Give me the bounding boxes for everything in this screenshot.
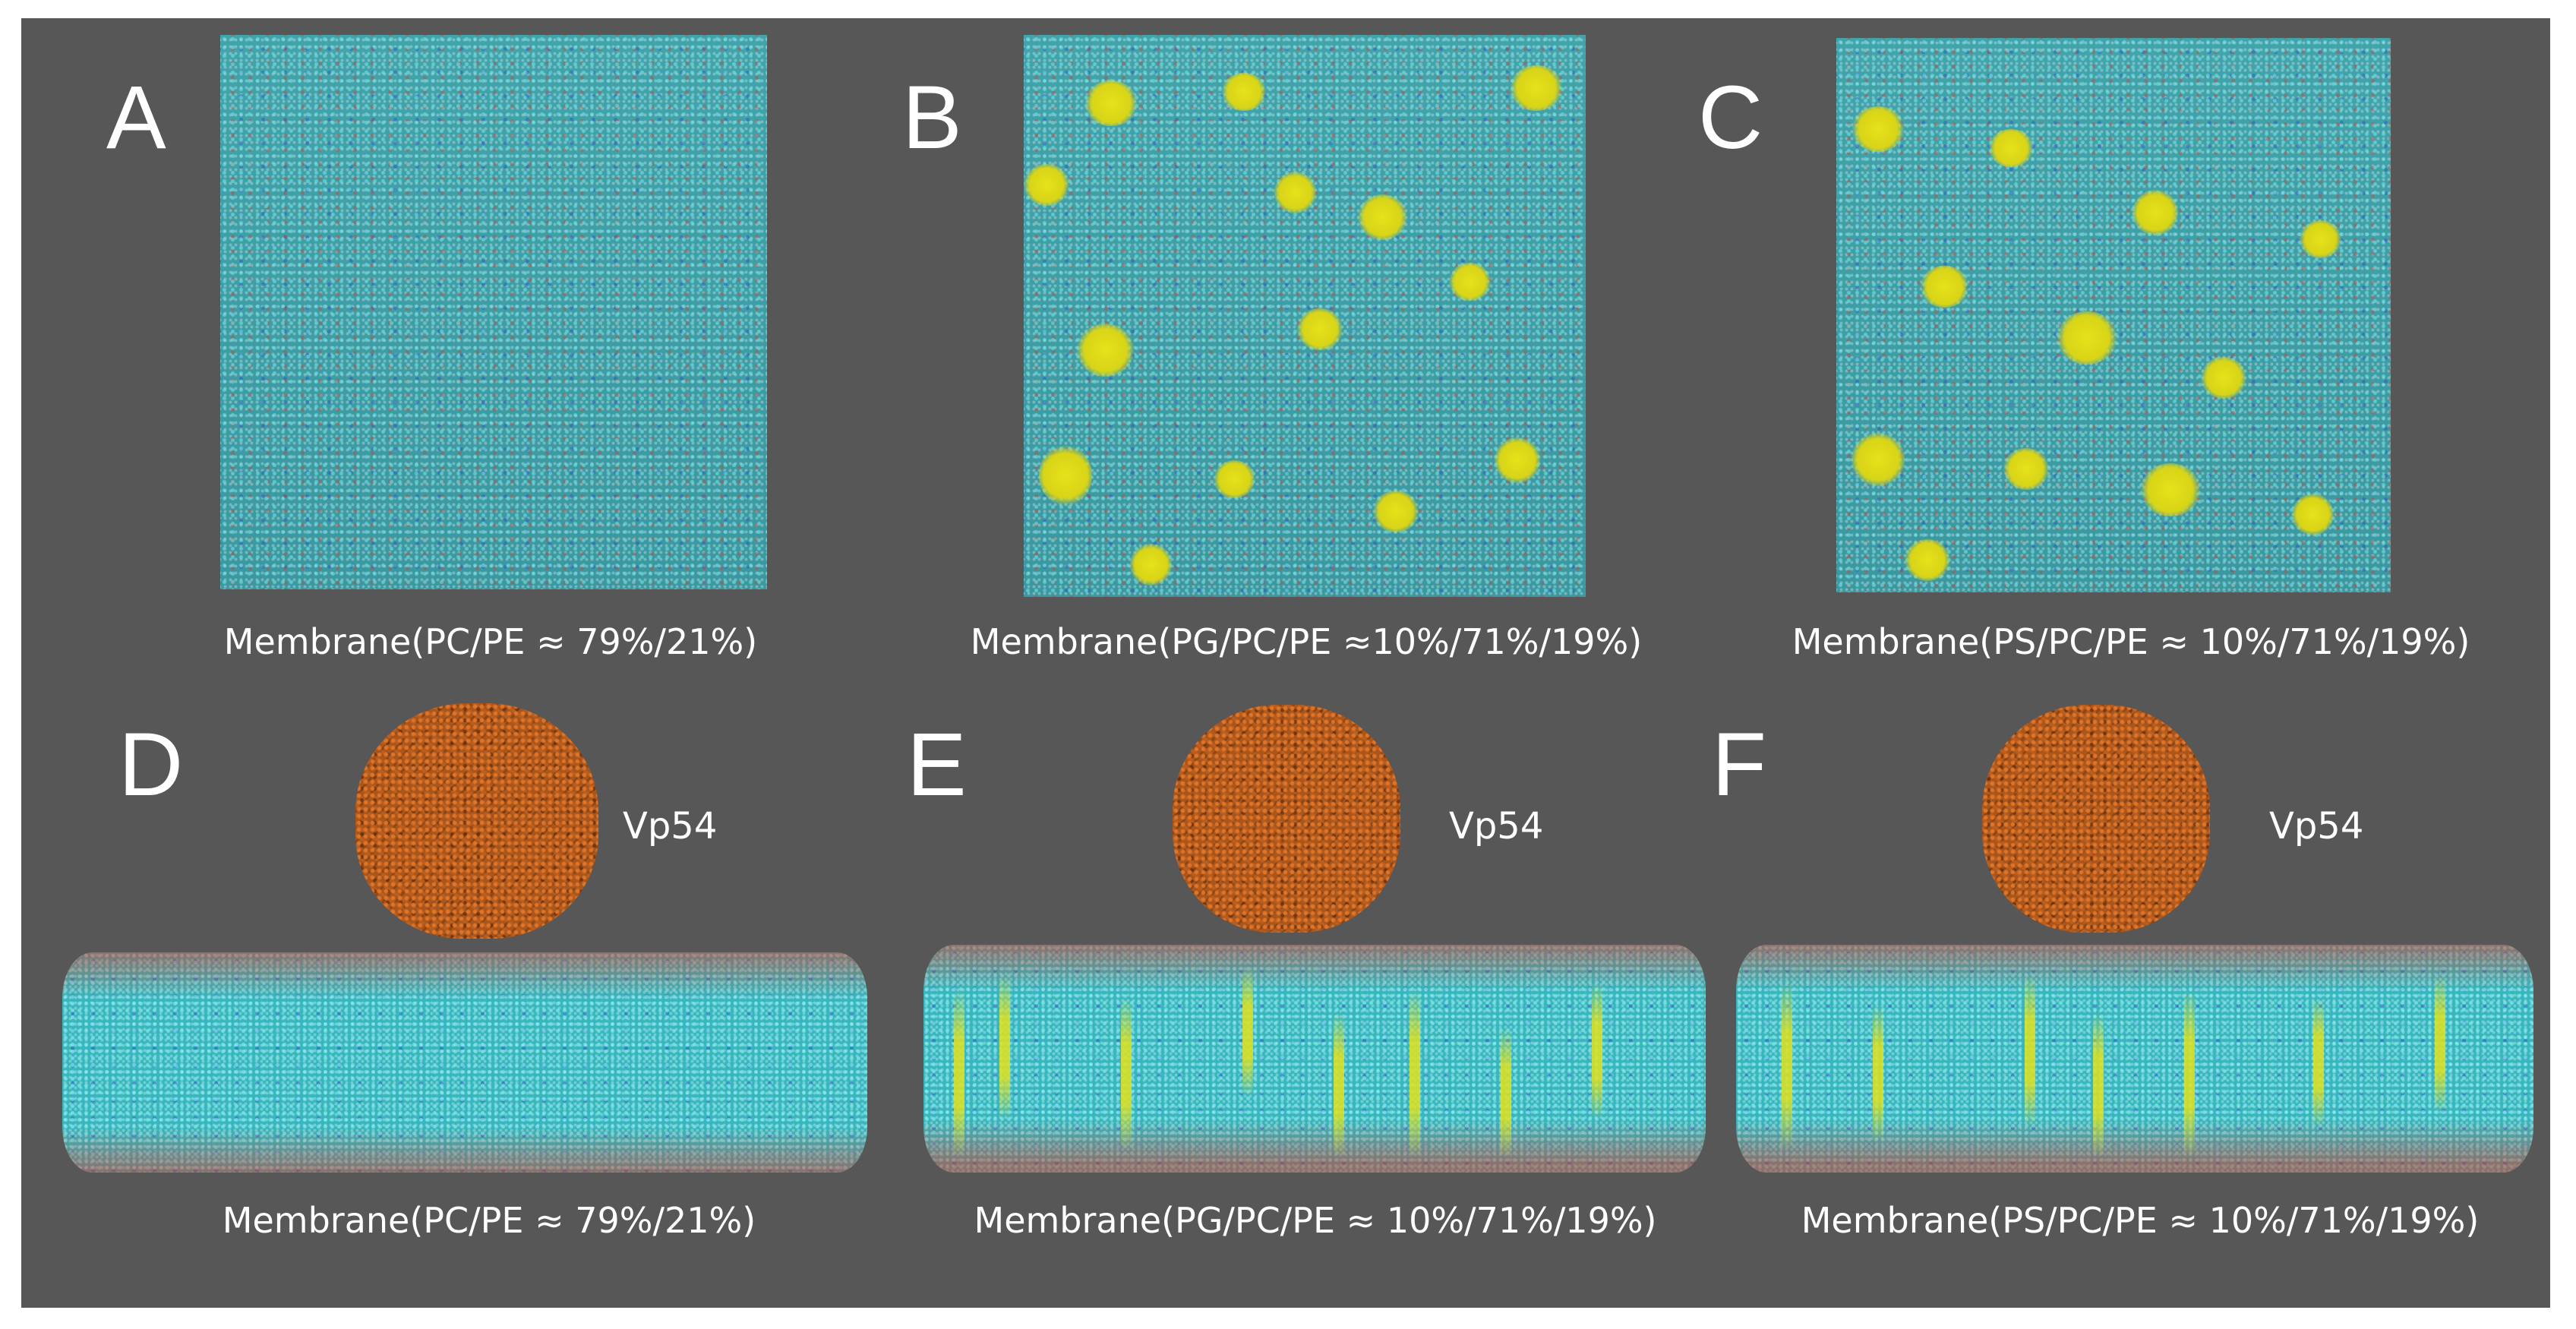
- anionic-lipid-cluster: [1214, 460, 1255, 498]
- panel-letter-c: C: [1698, 68, 1763, 168]
- anionic-lipid-cluster: [1297, 308, 1343, 350]
- membrane-top-view-c: [1836, 38, 2391, 592]
- anionic-lipid-cluster: [1495, 437, 1540, 483]
- membrane-side-view-d: [62, 952, 867, 1173]
- anionic-lipid-streak: [1592, 983, 1602, 1119]
- anionic-lipid-cluster: [1077, 324, 1134, 377]
- anionic-lipid-cluster: [2300, 220, 2341, 258]
- anionic-lipid-cluster: [1274, 172, 1316, 213]
- anionic-lipid-cluster: [2132, 190, 2178, 235]
- panel-letter-b: B: [902, 68, 962, 168]
- protein-label-f: Vp54: [2269, 805, 2364, 848]
- caption-a: Membrane(PC/PE ≈ 79%/21%): [223, 621, 758, 662]
- anionic-lipid-cluster: [2292, 494, 2334, 535]
- anionic-lipid-cluster: [2057, 311, 2117, 365]
- caption-d: Membrane(PC/PE ≈ 79%/21%): [222, 1200, 756, 1241]
- protein-label-d: Vp54: [623, 805, 718, 848]
- vp54-protein-structure: [1982, 705, 2210, 933]
- membrane-side-view-f: [1736, 945, 2533, 1173]
- caption-b: Membrane(PG/PC/PE ≈10%/71%/19%): [970, 621, 1643, 662]
- anionic-lipid-streak: [1782, 983, 1792, 1150]
- anionic-lipid-streak: [2313, 998, 2324, 1127]
- anionic-lipid-cluster: [1084, 80, 1138, 126]
- anionic-lipid-cluster: [1449, 263, 1491, 301]
- membrane-top-view-b: [1024, 35, 1586, 597]
- panel-letter-e: E: [907, 715, 967, 815]
- anionic-lipid-cluster: [1130, 544, 1172, 586]
- caption-c: Membrane(PS/PC/PE ≈ 10%/71%/19%): [1792, 621, 2470, 662]
- anionic-lipid-streak: [1410, 990, 1420, 1157]
- panel-letter-a: A: [106, 68, 166, 168]
- panel-letter-d: D: [118, 715, 184, 815]
- caption-e: Membrane(PG/PC/PE ≈ 10%/71%/19%): [974, 1200, 1657, 1241]
- anionic-lipid-streak: [1242, 968, 1253, 1097]
- anionic-lipid-streak: [1334, 1013, 1344, 1157]
- anionic-lipid-cluster: [1852, 433, 1905, 486]
- anionic-lipid-cluster: [2201, 357, 2246, 399]
- vp54-protein-structure: [1173, 705, 1400, 933]
- caption-f: Membrane(PS/PC/PE ≈ 10%/71%/19%): [1801, 1200, 2480, 1241]
- anionic-lipid-cluster: [1221, 73, 1267, 111]
- membrane-top-view-a: [220, 35, 767, 589]
- anionic-lipid-cluster: [2003, 448, 2049, 490]
- anionic-lipid-cluster: [1510, 65, 1563, 111]
- anionic-lipid-cluster: [1358, 194, 1407, 240]
- anionic-lipid-streak: [999, 975, 1010, 1119]
- anionic-lipid-cluster: [2140, 463, 2201, 516]
- anionic-lipid-streak: [1121, 998, 1132, 1150]
- vp54-protein-structure: [355, 703, 598, 939]
- anionic-lipid-cluster: [1024, 164, 1069, 206]
- anionic-lipid-cluster: [1373, 491, 1419, 532]
- figure-canvas: A Membrane(PC/PE ≈ 79%/21%) B Membrane(P…: [21, 18, 2550, 1308]
- anionic-lipid-streak: [2184, 990, 2195, 1157]
- membrane-side-view-e: [923, 945, 1706, 1173]
- anionic-lipid-streak: [1501, 1028, 1511, 1157]
- anionic-lipid-streak: [1873, 1005, 1883, 1142]
- panel-letter-f: F: [1712, 715, 1767, 815]
- anionic-lipid-cluster: [1988, 129, 2034, 167]
- anionic-lipid-streak: [2435, 975, 2445, 1112]
- anionic-lipid-cluster: [1920, 266, 1969, 308]
- anionic-lipid-streak: [2025, 975, 2035, 1127]
- protein-label-e: Vp54: [1449, 805, 1544, 848]
- anionic-lipid-cluster: [1039, 445, 1092, 506]
- anionic-lipid-cluster: [1852, 106, 1905, 152]
- anionic-lipid-streak: [2093, 1013, 2104, 1157]
- anionic-lipid-cluster: [1905, 539, 1950, 581]
- anionic-lipid-streak: [954, 990, 964, 1157]
